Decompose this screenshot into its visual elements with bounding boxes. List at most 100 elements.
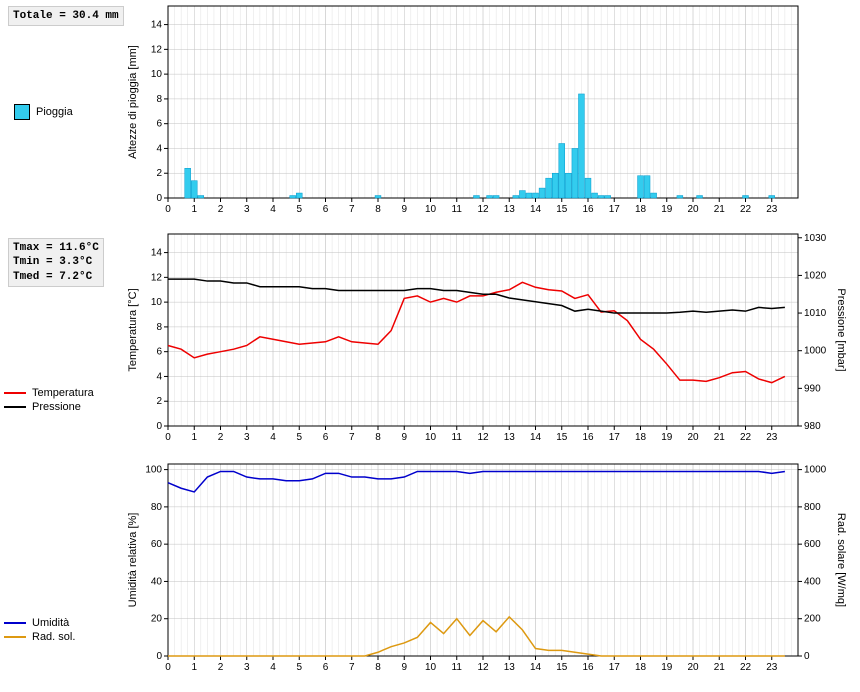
- svg-text:4: 4: [156, 143, 162, 154]
- svg-text:1: 1: [191, 662, 197, 673]
- svg-text:Temperatura [°C]: Temperatura [°C]: [127, 288, 139, 371]
- svg-text:22: 22: [740, 662, 752, 673]
- svg-text:0: 0: [804, 651, 810, 662]
- svg-text:Rad. solare [W/mq]: Rad. solare [W/mq]: [835, 513, 847, 607]
- svg-text:20: 20: [687, 662, 699, 673]
- svg-text:Pressione [mbar]: Pressione [mbar]: [835, 288, 847, 371]
- svg-text:3: 3: [244, 204, 250, 215]
- svg-text:1: 1: [191, 204, 197, 215]
- svg-text:10: 10: [425, 662, 437, 673]
- svg-text:7: 7: [349, 432, 355, 443]
- svg-text:14: 14: [530, 662, 542, 673]
- svg-text:1020: 1020: [804, 270, 827, 281]
- svg-text:14: 14: [151, 20, 163, 31]
- svg-text:12: 12: [151, 44, 163, 55]
- svg-text:4: 4: [270, 204, 276, 215]
- svg-text:19: 19: [661, 662, 673, 673]
- svg-text:15: 15: [556, 204, 568, 215]
- svg-text:9: 9: [401, 662, 407, 673]
- svg-text:4: 4: [156, 371, 162, 382]
- svg-text:0: 0: [165, 432, 171, 443]
- svg-text:6: 6: [156, 119, 162, 130]
- svg-text:14: 14: [530, 432, 542, 443]
- svg-text:14: 14: [151, 248, 163, 259]
- humidity-radiation-chart: 0123456789101112131415161718192021222302…: [0, 462, 860, 692]
- svg-text:60: 60: [151, 539, 163, 550]
- svg-text:17: 17: [609, 662, 621, 673]
- svg-text:6: 6: [323, 432, 329, 443]
- svg-text:15: 15: [556, 662, 568, 673]
- svg-text:16: 16: [582, 204, 594, 215]
- svg-text:8: 8: [156, 94, 162, 105]
- svg-text:11: 11: [452, 204, 463, 215]
- svg-text:8: 8: [375, 662, 381, 673]
- svg-text:10: 10: [425, 432, 437, 443]
- svg-text:7: 7: [349, 204, 355, 215]
- svg-text:100: 100: [145, 465, 162, 476]
- svg-text:23: 23: [766, 432, 778, 443]
- svg-text:3: 3: [244, 432, 250, 443]
- svg-text:5: 5: [296, 204, 302, 215]
- svg-text:0: 0: [156, 193, 162, 204]
- svg-text:21: 21: [714, 432, 726, 443]
- svg-text:18: 18: [635, 432, 647, 443]
- svg-text:14: 14: [530, 204, 542, 215]
- svg-text:16: 16: [582, 662, 594, 673]
- svg-text:20: 20: [151, 614, 163, 625]
- svg-text:1010: 1010: [804, 308, 827, 319]
- svg-text:11: 11: [452, 662, 463, 673]
- svg-text:2: 2: [156, 396, 162, 407]
- svg-text:15: 15: [556, 432, 568, 443]
- svg-text:0: 0: [156, 421, 162, 432]
- svg-text:22: 22: [740, 432, 752, 443]
- svg-text:Umidità relativa [%]: Umidità relativa [%]: [127, 513, 139, 608]
- svg-text:200: 200: [804, 614, 821, 625]
- svg-text:21: 21: [714, 204, 726, 215]
- svg-text:10: 10: [151, 297, 163, 308]
- svg-text:10: 10: [425, 204, 437, 215]
- svg-text:16: 16: [582, 432, 594, 443]
- svg-text:4: 4: [270, 432, 276, 443]
- svg-text:6: 6: [323, 662, 329, 673]
- svg-text:1030: 1030: [804, 233, 827, 244]
- svg-text:1000: 1000: [804, 346, 827, 357]
- svg-text:1000: 1000: [804, 465, 827, 476]
- svg-text:11: 11: [452, 432, 463, 443]
- svg-text:6: 6: [156, 347, 162, 358]
- svg-text:13: 13: [504, 662, 516, 673]
- svg-text:2: 2: [218, 432, 224, 443]
- svg-text:13: 13: [504, 204, 516, 215]
- svg-text:600: 600: [804, 539, 821, 550]
- svg-text:12: 12: [477, 204, 489, 215]
- svg-text:23: 23: [766, 662, 778, 673]
- svg-text:0: 0: [165, 204, 171, 215]
- svg-text:990: 990: [804, 383, 821, 394]
- svg-text:1: 1: [191, 432, 197, 443]
- svg-text:9: 9: [401, 432, 407, 443]
- svg-text:5: 5: [296, 432, 302, 443]
- svg-text:20: 20: [687, 432, 699, 443]
- svg-text:2: 2: [218, 662, 224, 673]
- svg-text:2: 2: [218, 204, 224, 215]
- svg-text:Altezze di pioggia [mm]: Altezze di pioggia [mm]: [127, 45, 139, 159]
- svg-text:10: 10: [151, 69, 163, 80]
- svg-text:980: 980: [804, 421, 821, 432]
- svg-text:4: 4: [270, 662, 276, 673]
- svg-text:6: 6: [323, 204, 329, 215]
- svg-text:0: 0: [156, 651, 162, 662]
- svg-text:18: 18: [635, 204, 647, 215]
- svg-text:5: 5: [296, 662, 302, 673]
- svg-text:9: 9: [401, 204, 407, 215]
- svg-text:3: 3: [244, 662, 250, 673]
- svg-text:20: 20: [687, 204, 699, 215]
- svg-text:22: 22: [740, 204, 752, 215]
- svg-text:17: 17: [609, 204, 621, 215]
- rain-chart: 0123456789101112131415161718192021222302…: [0, 4, 860, 234]
- temp-press-chart: 0123456789101112131415161718192021222302…: [0, 232, 860, 462]
- svg-text:21: 21: [714, 662, 726, 673]
- svg-text:17: 17: [609, 432, 621, 443]
- svg-text:13: 13: [504, 432, 516, 443]
- svg-text:2: 2: [156, 168, 162, 179]
- svg-text:12: 12: [477, 432, 489, 443]
- svg-text:19: 19: [661, 432, 673, 443]
